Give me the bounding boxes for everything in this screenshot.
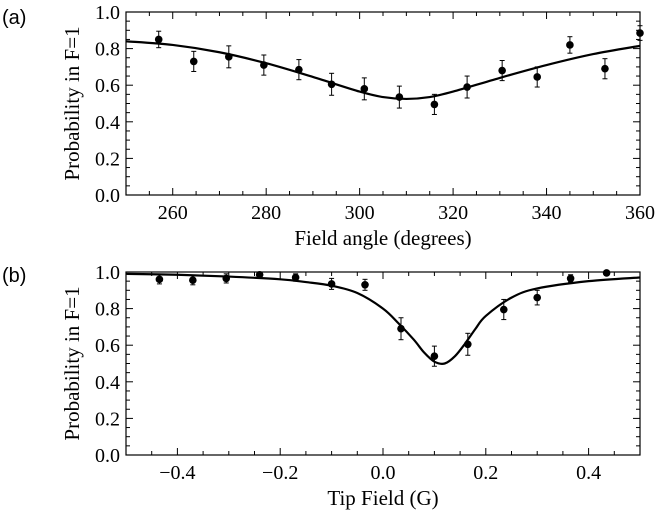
data-point (327, 80, 336, 89)
y-tick-label: 1.0 (95, 262, 120, 284)
x-axis-label: Tip Field (G) (327, 486, 438, 510)
plot-frame (125, 271, 641, 456)
panel-b: (b) −0.4 −0.2 0.0 0.2 0.4 0.0 0.2 0.4 0.6 0.8 1.0 Ti… (2, 262, 641, 510)
data-point (533, 293, 541, 302)
data-point (360, 85, 369, 93)
data-point (327, 280, 336, 288)
fit-curve (126, 40, 640, 101)
data-point (260, 61, 268, 69)
data-point (155, 275, 164, 284)
fit-curve (126, 272, 640, 365)
data-point (291, 273, 300, 282)
y-tick-label: 0.2 (95, 408, 120, 430)
data-point (464, 340, 472, 349)
y-tick-label: 0.8 (95, 39, 120, 61)
x-tick-label: −0.4 (159, 462, 195, 484)
data-point (397, 324, 405, 333)
data-point (295, 65, 303, 74)
y-tick-label: 0.0 (95, 445, 120, 467)
y-tick-label: 0.0 (95, 185, 120, 207)
x-tick-label: 0.4 (576, 462, 601, 484)
y-tick-label: 0.4 (95, 372, 120, 394)
data-point (533, 73, 541, 81)
y-tick-label: 0.2 (95, 148, 120, 170)
data-point (189, 57, 198, 66)
y-axis-label: Probability in F=1 (60, 26, 84, 180)
panel-label: (b) (2, 265, 26, 287)
data-point (225, 53, 233, 61)
data-point (395, 93, 404, 101)
y-tick-label: 0.4 (95, 112, 120, 134)
data-point (361, 281, 369, 289)
panel-label: (a) (2, 7, 26, 29)
x-tick-label: 0.0 (371, 462, 396, 484)
x-tick-label: 300 (345, 202, 375, 224)
data-point (430, 100, 439, 109)
x-axis-label: Field angle (degrees) (294, 226, 471, 250)
x-tick-label: 320 (438, 202, 468, 224)
y-tick-label: 0.8 (95, 299, 120, 321)
x-tick-label: 360 (625, 202, 655, 224)
data-point (499, 305, 508, 314)
y-tick-label: 1.0 (95, 2, 120, 24)
x-tick-label: 260 (158, 202, 188, 224)
y-tick-label: 0.6 (95, 335, 120, 357)
y-tick-label: 0.6 (95, 75, 120, 97)
data-point (463, 83, 471, 91)
x-tick-label: −0.2 (262, 462, 298, 484)
data-point (222, 274, 231, 283)
data-point (636, 29, 644, 37)
x-tick-label: 280 (251, 202, 281, 224)
data-point (430, 352, 439, 360)
data-point (498, 66, 506, 75)
data-point (189, 276, 197, 285)
x-tick-label: 0.2 (473, 462, 498, 484)
panel-a: (a) 260 280 300 320 340 360 0.0 0.2 0.4 0.6 0.8 1.0 F… (2, 2, 655, 250)
data-point (566, 274, 575, 283)
x-tick-label: 340 (532, 202, 562, 224)
data-point (154, 35, 163, 44)
data-point (255, 270, 264, 279)
plot-frame (125, 11, 641, 196)
data-point (601, 64, 609, 73)
data-point (566, 41, 574, 49)
data-point (602, 269, 611, 277)
y-axis-label: Probability in F=1 (60, 286, 84, 440)
